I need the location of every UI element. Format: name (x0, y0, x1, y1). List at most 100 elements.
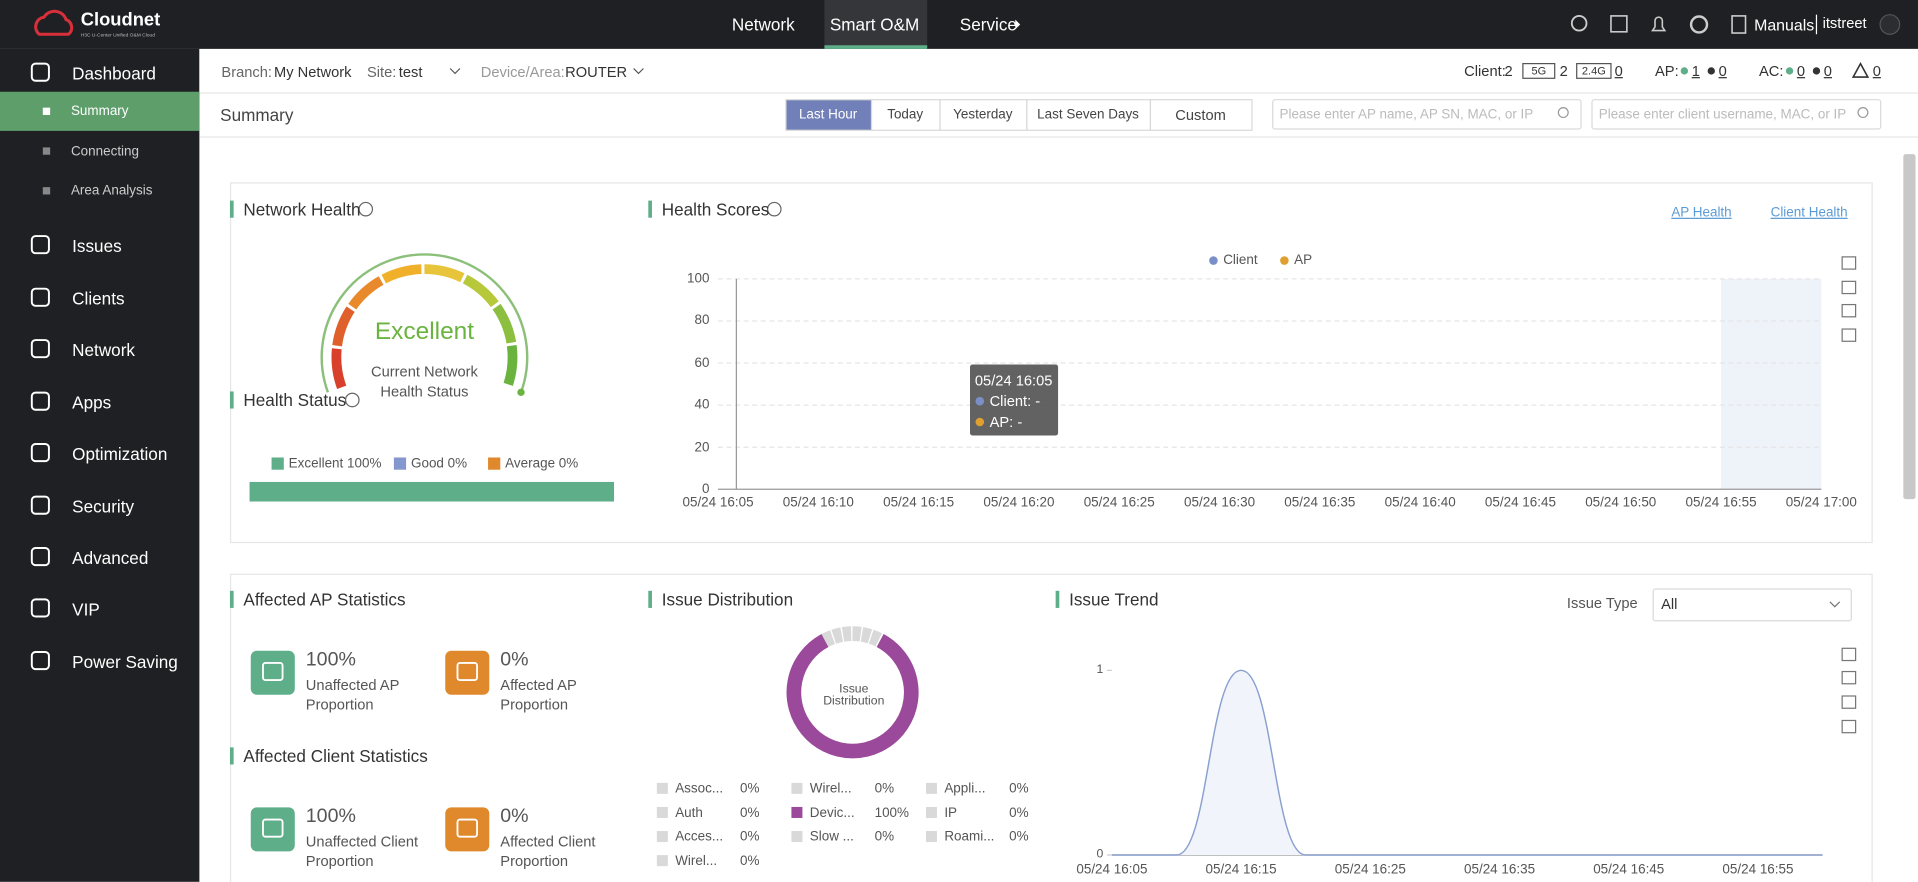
nav-item[interactable]: Service (959, 14, 1017, 35)
range-button-label[interactable]: Last Seven Days (1037, 107, 1139, 123)
panel (229, 573, 1873, 882)
bell-icon[interactable] (1651, 16, 1667, 32)
section-title: Issue Trend (1069, 589, 1159, 610)
search-icon (1557, 107, 1569, 119)
nav-item[interactable]: Network (731, 14, 795, 35)
menu-item[interactable]: Security (72, 496, 135, 517)
submenu-item[interactable]: Area Analysis (70, 183, 153, 199)
online-dot (1785, 67, 1794, 75)
health-caption: Current Network Health Status (371, 363, 478, 400)
manuals-link[interactable]: Manuals (1754, 15, 1815, 35)
range-button[interactable] (785, 99, 873, 131)
logo-subtitle: H3C U-Center Unified O&M Cloud (80, 31, 155, 38)
legend-label: Auth (675, 805, 703, 821)
line (1111, 669, 1823, 856)
title-bar (229, 747, 234, 765)
label: AC: (1758, 62, 1784, 80)
menu-icon (30, 650, 50, 671)
chart-tool[interactable] (1841, 256, 1857, 270)
offline-dot (1707, 67, 1715, 75)
submenu-item[interactable]: Summary (70, 103, 129, 119)
range-button-label[interactable]: Last Hour (798, 107, 858, 123)
menu-item[interactable]: Network (72, 340, 135, 360)
chart-tool[interactable] (1841, 647, 1857, 662)
chart-tool[interactable] (1841, 719, 1857, 734)
select[interactable] (1652, 588, 1852, 622)
x-tick-label: 05/24 16:40 (1384, 495, 1456, 511)
donut-segment-minor (852, 626, 862, 642)
select-value[interactable]: All (1661, 595, 1678, 613)
legend-swatch (656, 831, 668, 843)
legend-label: Wirel... (675, 853, 718, 869)
user-name[interactable]: itstreet (1822, 14, 1867, 32)
submenu-bullet (42, 147, 51, 155)
stat-value: 100% (305, 806, 356, 827)
tooltip-dot (975, 396, 985, 406)
nav-item[interactable]: Smart O&M (829, 14, 920, 35)
chart-tool[interactable] (1841, 303, 1857, 318)
add-icon[interactable] (1610, 15, 1628, 33)
y-tick-label: 0 (701, 481, 710, 497)
menu-icon (30, 443, 50, 463)
y-tick-label: 80 (694, 313, 710, 329)
legend-swatch (656, 806, 668, 818)
range-button[interactable] (1026, 99, 1152, 131)
x-tick-label: 05/24 16:15 (1205, 862, 1277, 878)
label: 2 (1504, 62, 1513, 80)
range-button-label[interactable]: Custom (1175, 106, 1226, 124)
x-tick-label: 05/24 16:35 (1284, 495, 1356, 511)
range-button[interactable] (870, 99, 941, 131)
device-value[interactable]: ROUTER (565, 63, 628, 81)
title-bar (648, 200, 652, 218)
section-title: Network Health (243, 199, 361, 219)
branch-value[interactable]: My Network (273, 63, 352, 81)
y-tick-label: 60 (694, 355, 710, 371)
label: 0 (1823, 62, 1832, 80)
range-button[interactable] (939, 99, 1028, 131)
chart-tool[interactable] (1841, 670, 1857, 685)
title-bar (229, 590, 234, 608)
legend-label: Good 0% (410, 456, 468, 471)
chart-tool[interactable] (1841, 695, 1857, 709)
legend-swatch (925, 831, 937, 843)
search-input[interactable] (1591, 99, 1882, 130)
menu-icon (30, 287, 50, 307)
tooltip-line: Client: - (989, 392, 1041, 410)
menu-item[interactable]: Advanced (72, 547, 149, 568)
legend-label: Average 0% (505, 456, 579, 471)
menu-item[interactable]: Optimization (72, 444, 168, 464)
menu-item[interactable]: Apps (72, 392, 112, 413)
tooltip-line: AP: - (989, 413, 1023, 431)
menu-item[interactable]: Clients (72, 288, 125, 309)
sidebar (0, 48, 200, 882)
legend-swatch (791, 782, 803, 794)
search-input[interactable] (1272, 99, 1582, 130)
chart-tool[interactable] (1841, 280, 1857, 295)
menu-item[interactable]: Issues (72, 236, 122, 256)
range-button[interactable] (1149, 99, 1253, 131)
menu-item[interactable]: VIP (72, 599, 100, 619)
menu-item[interactable]: Dashboard (72, 63, 156, 84)
link[interactable]: AP Health (1671, 205, 1732, 221)
site-value[interactable]: test (398, 63, 423, 81)
label: 5G (1531, 64, 1547, 78)
link[interactable]: Client Health (1770, 205, 1848, 221)
chart-tool[interactable] (1841, 328, 1857, 342)
legend-label: Appli... (944, 781, 986, 797)
label: 2.4G (1581, 64, 1606, 78)
stat-icon-glyph (456, 818, 478, 838)
range-button-label[interactable]: Today (887, 107, 924, 123)
search-icon (1857, 107, 1869, 119)
range-button-label[interactable]: Yesterday (953, 107, 1013, 123)
settings-icon[interactable] (1689, 15, 1709, 34)
chevron (1829, 601, 1841, 608)
submenu-item[interactable]: Connecting (70, 143, 140, 159)
menu-item[interactable]: Power Saving (72, 651, 178, 672)
search-icon[interactable] (1570, 14, 1588, 32)
x-tick-label: 05/24 16:55 (1685, 495, 1757, 511)
chevron (633, 68, 644, 75)
legend-swatch (791, 806, 803, 818)
top-bar (0, 0, 1918, 49)
